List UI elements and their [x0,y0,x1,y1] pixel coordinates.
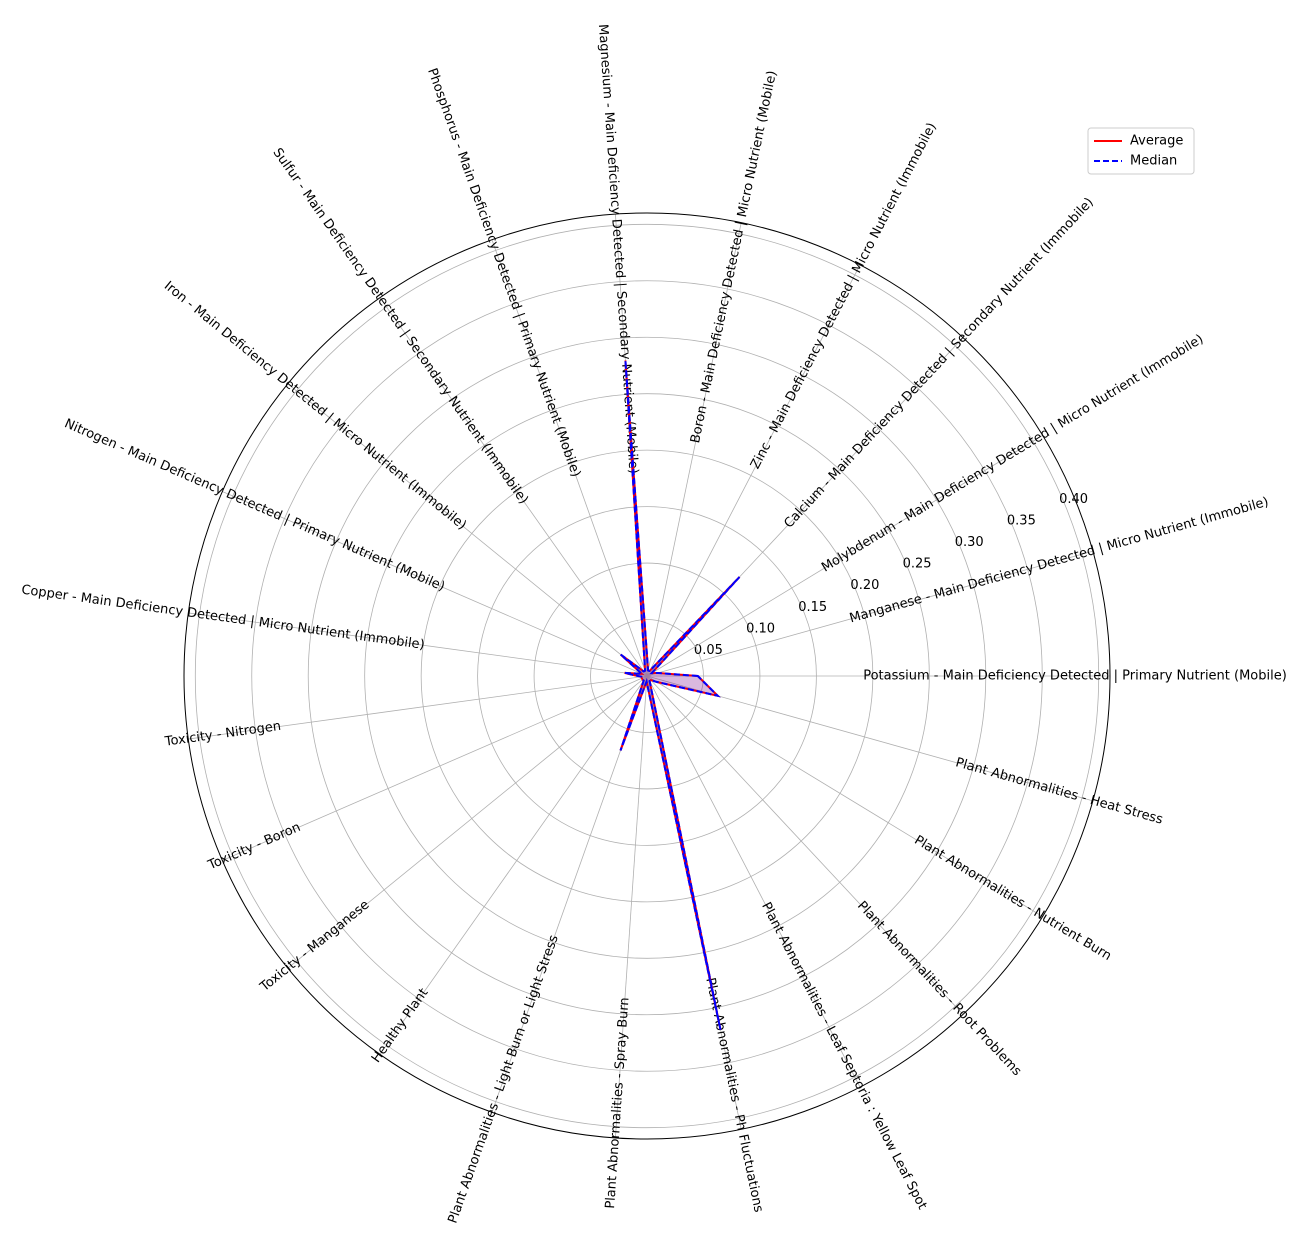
spoke [222,675,648,861]
r-tick-label: 0.40 [1059,492,1088,507]
spoke [287,383,648,677]
r-tick-label: 0.25 [903,557,932,572]
category-label: Nitrogen - Main Deficiency Detected | Pr… [62,416,447,594]
spoke [287,675,648,969]
category-label: Calcium - Main Deficiency Detected | Sec… [781,195,1096,531]
legend-label: Average [1130,134,1183,149]
spoke [646,435,1043,677]
legend-label: Median [1130,154,1177,169]
series-line [619,360,741,1031]
spoke [646,264,861,677]
category-label: Plant Abnormalities - Root Problems [854,898,1024,1079]
spoke [646,675,861,1088]
outer-frame [183,212,1111,1140]
r-tick-label: 0.15 [798,600,827,615]
spoke [646,222,742,677]
category-label: Toxicity - Nitrogen [163,719,282,750]
spoke [188,612,648,677]
spoke [615,675,648,1138]
category-label: Phosphorus - Main Deficiency Detected | … [424,66,583,479]
legend-box [1087,127,1195,175]
category-label: Plant Abnormalities - Light Burn or Ligh… [446,933,562,1225]
category-label: Magnesium - Main Deficiency Detected | S… [595,24,641,475]
category-label: Plant Abnormalities - Nutrient Burn [912,833,1114,964]
spoke [379,297,648,677]
r-tick-label: 0.30 [955,535,984,550]
spoke [222,491,648,677]
spoke [646,675,964,1015]
category-label: Plant Abnormalities - Heat Stress [954,755,1165,827]
category-label: Sulfur - Main Deficiency Detected | Seco… [269,146,530,508]
category-label: Plant Abnormalities - Spray Burn [603,997,632,1209]
category-label: Copper - Main Deficiency Detected | Micr… [20,583,425,653]
r-tick-label: 0.10 [746,621,775,636]
category-label: Toxicity - Manganese [257,897,373,995]
spoke [646,675,1093,802]
r-tick-label: 0.20 [850,578,879,593]
spoke [491,239,648,677]
category-label: Boron - Main Deficiency Detected | Micro… [688,69,780,444]
r-tick-label: 0.35 [1007,513,1036,528]
category-label: Toxicity - Boron [205,820,303,874]
category-label: Potassium - Main Deficiency Detected | P… [863,669,1287,684]
spoke [379,675,648,1055]
spoke [646,675,1043,917]
spoke [188,675,648,740]
category-label: Plant Abnormalities - Ph Fluctuations [702,976,765,1214]
category-label: Iron - Main Deficiency Detected | Micro … [161,279,469,534]
spoke [646,550,1093,677]
r-tick-label: 0.05 [694,643,723,658]
